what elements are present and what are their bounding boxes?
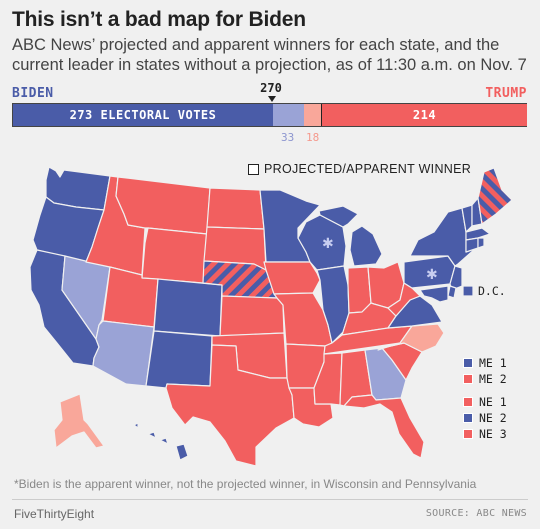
threshold-label: 270 [260,81,282,95]
ne3-swatch [463,429,473,439]
state-FL [343,394,425,459]
state-WY [141,227,208,284]
state-TX [165,344,295,467]
bar-segment-trump-projected: 214 [321,104,527,126]
chart-title: This isn’t a bad map for Biden [12,8,306,31]
state-ME [477,167,513,225]
district-legend-me1: ME 1 [463,356,507,370]
state-DC [462,285,474,297]
state-MI [318,205,383,267]
ne1-label: NE 1 [479,395,507,409]
footnote: *Biden is the apparent winner, not the p… [14,477,477,491]
bar-segment-biden-leading [273,104,304,126]
footer-divider [12,499,528,500]
district-legend-me2: ME 2 [463,372,507,386]
state-RI [477,237,485,249]
me2-label: ME 2 [479,372,507,386]
me1-label: ME 1 [479,356,507,370]
trump-label: TRUMP [485,86,527,101]
state-CT [465,237,479,253]
state-MA [465,227,491,241]
apparent-winner-star-wi: ✱ [322,236,334,252]
district-legend-ne3: NE 3 [463,427,507,441]
ne2-swatch [463,413,473,423]
ne1-swatch [463,397,473,407]
state-AK [53,393,105,449]
state-NM [145,330,213,389]
projected-legend-label: PROJECTED/APPARENT WINNER [264,162,472,176]
state-NJ [449,265,463,291]
state-MD [419,285,449,303]
me2-swatch [463,374,473,384]
district-legend-ne2: NE 2 [463,411,507,425]
bar-segment-biden-projected: 273 ELECTORAL VOTES [13,104,274,126]
state-ND [206,187,265,230]
ne3-label: NE 3 [479,427,507,441]
source-credit: SOURCE: ABC NEWS [425,508,527,519]
chart-subtitle: ABC News’ projected and apparent winners… [12,36,527,74]
biden-votes-label: 273 ELECTORAL VOTES [69,108,217,122]
me1-swatch [463,358,473,368]
state-DE [447,285,457,299]
trump-leading-count: 18 [306,131,320,144]
state-IA [263,261,321,295]
state-HI [133,422,189,461]
trump-votes-label: 214 [412,108,437,122]
brand-logo: FiveThirtyEight [14,507,95,521]
threshold-marker [268,96,276,102]
biden-label: BIDEN [12,86,54,101]
state-AZ [92,320,155,387]
apparent-winner-star-pa: ✱ [426,267,438,283]
ne2-label: NE 2 [479,411,507,425]
state-MT [115,176,211,235]
state-CO [153,278,223,337]
dc-label: D.C. [478,284,506,298]
electoral-vote-bar: 273 ELECTORAL VOTES 214 [12,103,527,127]
bar-segment-trump-leading [304,104,321,126]
projected-legend: PROJECTED/APPARENT WINNER [248,162,471,176]
district-legend-ne1: NE 1 [463,395,507,409]
state-IL [316,265,350,344]
state-KS [219,295,285,337]
state-NC [377,323,445,353]
projected-swatch [248,163,259,175]
biden-leading-count: 33 [281,131,295,144]
